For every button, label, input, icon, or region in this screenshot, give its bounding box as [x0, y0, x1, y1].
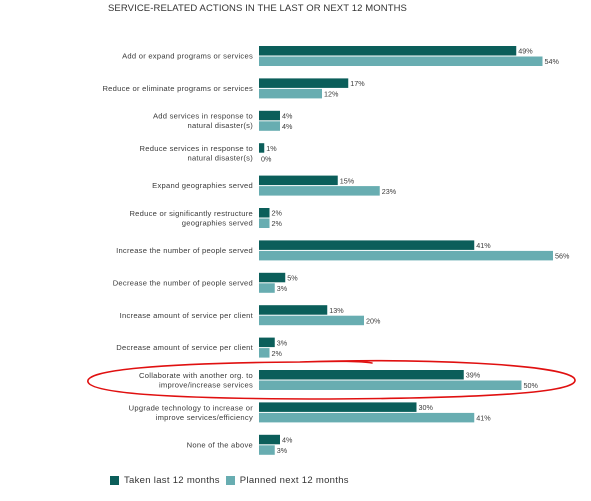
bar-taken — [259, 434, 280, 445]
bar-planned — [259, 283, 275, 293]
bar-taken — [259, 402, 417, 412]
data-label: 1% — [266, 144, 277, 153]
data-label: 3% — [277, 446, 288, 455]
category-label: Reduce services in response to natural di… — [140, 144, 254, 163]
data-label: 41% — [476, 414, 491, 423]
bar-planned — [259, 218, 270, 228]
bar-planned — [259, 412, 475, 423]
bar-planned — [259, 88, 322, 99]
data-label: 12% — [324, 90, 339, 99]
bar-taken — [259, 143, 265, 153]
legend-label-taken: Taken last 12 months — [124, 475, 220, 486]
bar-taken — [259, 78, 349, 88]
legend-swatch-planned — [225, 476, 235, 485]
bar-taken — [259, 272, 286, 283]
data-label: 3% — [277, 284, 288, 293]
category-label: Collaborate with another org. to improve/… — [139, 371, 253, 390]
category-label: None of the above — [187, 440, 253, 449]
bar-taken — [259, 46, 517, 56]
data-label: 39% — [466, 371, 481, 380]
legend-swatch-taken — [110, 476, 119, 485]
bar-taken — [259, 370, 464, 380]
data-label: 56% — [555, 252, 570, 261]
bar-planned — [259, 121, 280, 131]
data-label: 41% — [476, 241, 491, 250]
category-label: Expand geographies served — [152, 181, 253, 190]
data-label: 30% — [419, 403, 434, 412]
category-label: Decrease the number of people served — [113, 278, 253, 287]
data-label: 2% — [272, 209, 283, 218]
bar-planned — [259, 56, 543, 66]
data-label: 4% — [282, 122, 293, 131]
category-label: Decrease amount of service per client — [116, 343, 253, 352]
bar-taken — [259, 175, 338, 186]
category-label: Upgrade technology to increase or improve… — [129, 403, 254, 422]
data-label: 23% — [382, 187, 397, 196]
bar-planned — [259, 250, 553, 261]
category-label: Increase amount of service per client — [120, 311, 254, 320]
data-label: 13% — [329, 306, 344, 315]
data-label: 49% — [518, 47, 533, 56]
data-label: 4% — [282, 112, 293, 121]
bar-taken — [259, 110, 280, 121]
bar-planned — [259, 380, 522, 390]
category-label: Increase the number of people served — [116, 246, 253, 255]
data-label: 4% — [282, 436, 293, 445]
bar-taken — [259, 240, 475, 250]
data-label: 2% — [272, 349, 283, 358]
data-label: 17% — [350, 79, 365, 88]
data-label: 2% — [272, 219, 283, 228]
bar-taken — [259, 337, 275, 348]
bar-planned — [259, 348, 270, 358]
bar-taken — [259, 305, 328, 315]
data-label: 5% — [287, 274, 298, 283]
bar-planned — [259, 315, 364, 326]
category-label: Reduce or significantly restructure geogr… — [129, 209, 253, 228]
category-label: Add services in response to natural disas… — [153, 112, 253, 130]
legend-item-taken: Taken last 12 months — [110, 475, 220, 486]
bar-planned — [259, 186, 380, 196]
chart-legend: Taken last 12 months Planned next 12 mon… — [110, 475, 355, 486]
bar-taken — [259, 208, 270, 218]
data-label: 0% — [261, 154, 272, 163]
data-label: 20% — [366, 316, 381, 325]
data-label: 15% — [340, 176, 355, 185]
data-label: 54% — [545, 57, 560, 66]
data-label: 3% — [277, 338, 288, 347]
legend-label-planned: Planned next 12 months — [239, 475, 349, 486]
bar-planned — [259, 445, 275, 455]
category-label: Reduce or eliminate programs or services — [102, 84, 253, 93]
category-label: Add or expand programs or services — [122, 52, 253, 61]
legend-item-planned: Planned next 12 months — [225, 475, 349, 486]
highlight-ellipse — [87, 360, 576, 400]
chart-title: SERVICE-RELATED ACTIONS IN THE LAST OR N… — [108, 3, 407, 14]
data-label: 50% — [524, 381, 539, 390]
